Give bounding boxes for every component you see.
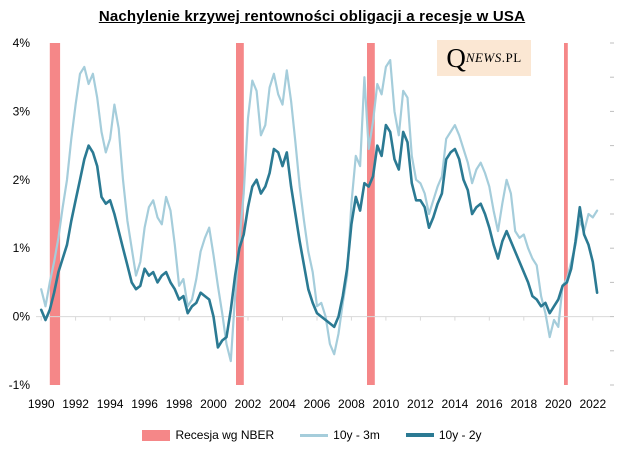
legend-item-10y-3m: 10y - 3m bbox=[300, 428, 380, 442]
recession-band bbox=[367, 43, 375, 385]
legend-item-recession: Recesja wg NBER bbox=[142, 428, 274, 442]
x-tick-label: 1994 bbox=[97, 397, 124, 411]
x-tick-label: 2022 bbox=[579, 397, 606, 411]
y-tick-label: 4% bbox=[13, 36, 31, 50]
x-tick-label: 2016 bbox=[476, 397, 503, 411]
legend-label-recession: Recesja wg NBER bbox=[175, 428, 275, 442]
series-10y-2y-swatch bbox=[405, 433, 434, 437]
y-tick-label: 2% bbox=[13, 173, 31, 187]
recession-band bbox=[564, 43, 568, 385]
recession-band bbox=[236, 43, 244, 385]
x-tick-label: 2006 bbox=[304, 397, 331, 411]
logo-news-text: NEWS bbox=[465, 50, 502, 65]
x-tick-label: 1998 bbox=[166, 397, 193, 411]
x-tick-label: 1996 bbox=[131, 397, 158, 411]
x-tick-label: 2018 bbox=[510, 397, 537, 411]
logo-letter-q: Q bbox=[446, 42, 466, 73]
x-tick-label: 1992 bbox=[62, 397, 89, 411]
legend-label-10y-3m: 10y - 3m bbox=[333, 428, 380, 442]
x-tick-label: 2012 bbox=[407, 397, 434, 411]
x-tick-label: 1990 bbox=[28, 397, 55, 411]
series-line-10y-3m bbox=[40, 58, 599, 363]
series-10y-3m-swatch bbox=[300, 433, 329, 437]
y-tick-label: 0% bbox=[13, 310, 31, 324]
y-tick-label: 3% bbox=[13, 104, 31, 118]
x-tick-label: 2000 bbox=[200, 397, 227, 411]
series-line-10y-2y bbox=[39, 123, 599, 349]
legend-item-10y-2y: 10y - 2y bbox=[405, 428, 482, 442]
chart-title: Nachylenie krzywej rentowności obligacji… bbox=[98, 8, 526, 25]
x-tick-label: 2014 bbox=[442, 397, 469, 411]
x-tick-label: 2010 bbox=[373, 397, 400, 411]
x-tick-label: 2020 bbox=[545, 397, 572, 411]
legend-label-10y-2y: 10y - 2y bbox=[438, 428, 482, 442]
x-tick-label: 2008 bbox=[338, 397, 365, 411]
qnews-logo: Q NEWS .PL bbox=[437, 40, 531, 76]
chart-legend: Recesja wg NBER 10y - 3m 10y - 2y bbox=[0, 424, 624, 446]
x-tick-label: 2004 bbox=[269, 397, 296, 411]
y-tick-label: 1% bbox=[13, 241, 31, 255]
logo-pl-text: .PL bbox=[501, 50, 522, 65]
y-tick-label: -1% bbox=[9, 378, 31, 392]
recession-swatch bbox=[142, 429, 171, 441]
x-tick-label: 2002 bbox=[235, 397, 262, 411]
recession-band bbox=[49, 43, 61, 385]
